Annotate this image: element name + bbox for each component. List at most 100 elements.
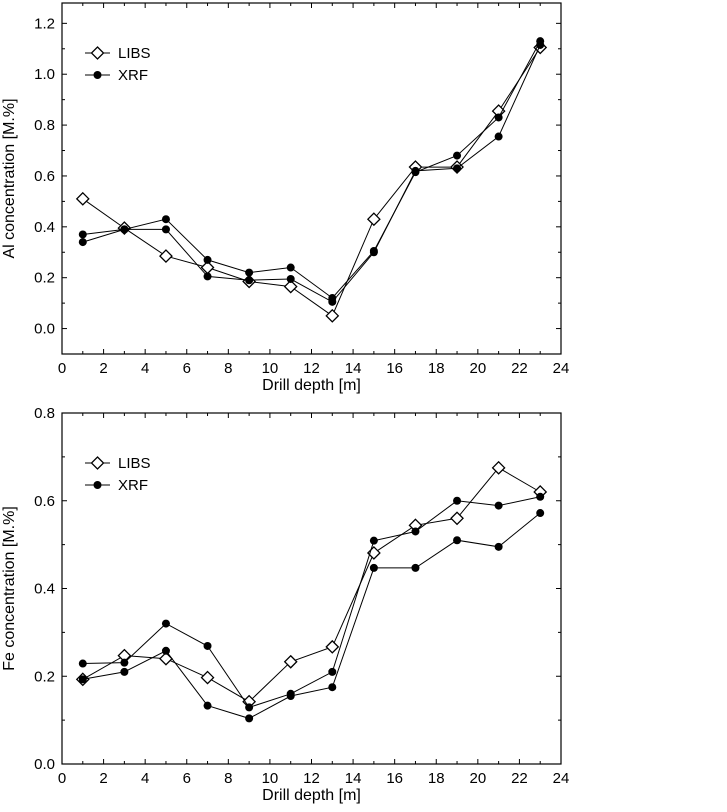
data-point-circle: [494, 113, 503, 122]
data-point-circle: [453, 164, 462, 173]
y-tick-label: 0.6: [34, 168, 55, 185]
data-point-circle: [494, 501, 503, 510]
data-point-circle: [536, 40, 545, 49]
series-xrf: [78, 492, 545, 712]
data-point-circle: [245, 714, 254, 723]
series-line: [82, 467, 541, 703]
y-tick-label: 0.6: [34, 493, 55, 510]
series-line: [82, 40, 541, 299]
x-tick-label: 2: [99, 360, 107, 377]
data-point-circle: [286, 263, 295, 272]
data-point-circle: [536, 492, 545, 501]
y-tick-label: 1.0: [34, 66, 55, 83]
x-tick-label: 24: [553, 360, 570, 377]
legend-marker-circle: [93, 71, 102, 79]
y-tick-label: 0.8: [34, 405, 55, 422]
y-tick-label: 0.4: [34, 219, 55, 236]
data-point-circle: [411, 527, 420, 536]
data-point-circle: [161, 225, 170, 234]
data-point-diamond: [75, 191, 90, 206]
x-tick-label: 8: [224, 770, 232, 787]
data-point-circle: [78, 238, 87, 247]
data-point-circle: [78, 675, 87, 684]
data-point-circle: [494, 132, 503, 141]
y-tick-label: 0.2: [34, 270, 55, 287]
series-line: [82, 44, 541, 303]
legend-label: LIBS: [118, 455, 151, 472]
x-tick-label: 22: [511, 770, 528, 787]
data-point-diamond: [283, 279, 298, 294]
x-tick-label: 4: [141, 360, 149, 377]
x-tick-label: 0: [58, 360, 66, 377]
data-point-circle: [453, 496, 462, 505]
x-tick-label: 16: [386, 360, 403, 377]
data-point-diamond: [366, 212, 381, 227]
y-axis-label: Fe concentration [M.%]: [1, 506, 18, 671]
data-point-diamond: [325, 639, 340, 654]
legend: LIBS XRF: [85, 45, 151, 84]
legend-label: XRF: [118, 67, 148, 84]
x-tick-label: 4: [141, 770, 149, 787]
data-point-diamond: [491, 460, 506, 475]
series-line: [82, 47, 541, 317]
data-point-circle: [161, 619, 170, 628]
data-point-circle: [203, 701, 212, 710]
data-point-diamond: [325, 308, 340, 323]
y-tick-label: 0.0: [34, 756, 55, 773]
data-point-diamond: [159, 249, 173, 263]
series-libs: [75, 460, 548, 709]
x-tick-label: 18: [428, 770, 445, 787]
data-point-circle: [369, 563, 378, 572]
x-tick-label: 12: [303, 770, 320, 787]
x-tick-label: 20: [469, 360, 486, 377]
y-axis-label: Al concentration [M.%]: [1, 98, 18, 258]
legend-label: XRF: [118, 477, 148, 494]
data-point-circle: [203, 641, 212, 650]
series-line: [82, 512, 541, 719]
data-point-circle: [245, 268, 254, 277]
series-line: [82, 496, 541, 708]
data-point-circle: [369, 248, 378, 257]
x-tick-label: 12: [303, 360, 320, 377]
data-point-circle: [120, 225, 129, 234]
x-tick-label: 8: [224, 360, 232, 377]
data-point-circle: [78, 659, 87, 668]
data-point-circle: [203, 272, 212, 281]
legend-marker-circle: [93, 481, 102, 489]
data-point-diamond: [200, 670, 215, 685]
x-tick-label: 14: [345, 770, 362, 787]
data-point-circle: [328, 667, 337, 676]
x-tick-label: 22: [511, 360, 528, 377]
x-axis-label: Drill depth [m]: [262, 787, 361, 804]
data-point-circle: [453, 536, 462, 545]
x-tick-label: 14: [345, 360, 362, 377]
data-point-circle: [411, 563, 420, 572]
x-tick-label: 24: [553, 770, 570, 787]
x-tick-label: 16: [386, 770, 403, 787]
legend: LIBS XRF: [85, 455, 151, 494]
data-point-circle: [369, 536, 378, 545]
y-tick-label: 0.8: [34, 117, 55, 134]
data-point-circle: [286, 691, 295, 700]
series-xrf-repeat: [78, 509, 545, 723]
y-axis: 0.0 0.2 0.4 0.6 0.8 1.0 1.2 Al concentration [M…: [1, 15, 561, 338]
data-point-circle: [203, 255, 212, 264]
x-tick-label: 20: [469, 770, 486, 787]
x-tick-label: 10: [262, 770, 279, 787]
legend-marker-diamond: [90, 456, 105, 470]
x-tick-label: 6: [183, 360, 191, 377]
series-xrf-repeat: [78, 40, 545, 306]
x-axis-label: Drill depth [m]: [262, 377, 361, 394]
x-tick-label: 18: [428, 360, 445, 377]
data-point-diamond: [450, 511, 464, 526]
data-point-circle: [453, 151, 462, 160]
y-tick-label: 0.0: [34, 321, 55, 338]
y-tick-label: 1.2: [34, 15, 55, 32]
y-tick-label: 0.4: [34, 581, 55, 598]
data-point-diamond: [283, 654, 298, 669]
data-point-circle: [536, 509, 545, 518]
